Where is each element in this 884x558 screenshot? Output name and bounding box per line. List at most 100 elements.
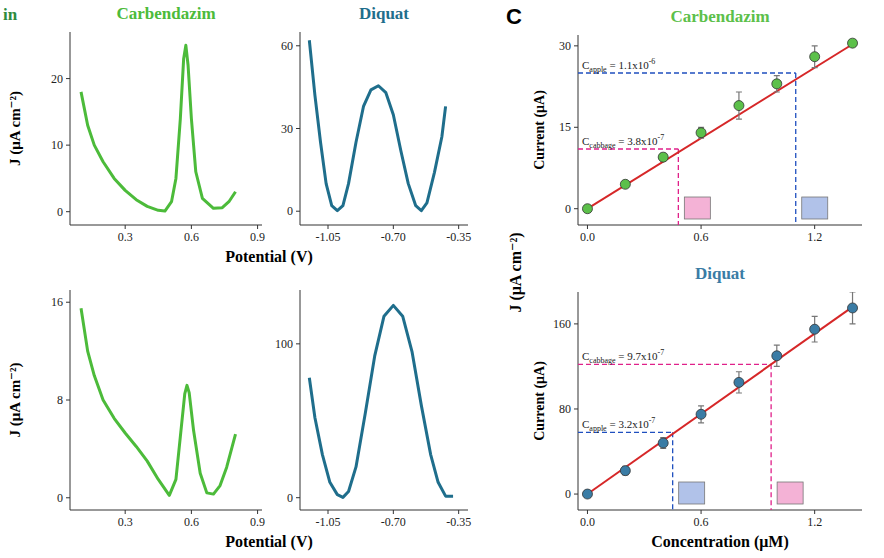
- annotation-exponent: -7: [658, 133, 665, 142]
- x-tick: [701, 510, 702, 514]
- point: [620, 466, 630, 476]
- x-tick: [125, 510, 126, 514]
- y-axis-line: [300, 290, 301, 510]
- y-tick-label: 80: [559, 402, 571, 416]
- annotation-symbol: C: [582, 418, 589, 430]
- y-tick-label: 0: [287, 204, 293, 218]
- annotation-exponent: -7: [649, 416, 656, 425]
- photo: [679, 482, 705, 504]
- y-tick-label: 100: [275, 337, 293, 351]
- x-tick-label: 1.2: [807, 230, 822, 244]
- x-tick: [125, 225, 126, 229]
- x-tick-label: -0.70: [381, 230, 406, 244]
- point: [696, 409, 706, 419]
- chart-title: Carbendazim: [116, 4, 215, 23]
- curve: [81, 45, 235, 211]
- y-tick: [574, 494, 578, 495]
- x-tick: [257, 510, 258, 514]
- annotation-text: = 1.1x10: [607, 59, 649, 71]
- y-tick: [296, 211, 300, 212]
- guide-line: [795, 73, 796, 225]
- fit-line: [587, 44, 852, 208]
- y-tick: [66, 497, 70, 498]
- guide-line: [678, 149, 679, 225]
- annotation-exponent: -6: [649, 57, 656, 66]
- curve: [309, 305, 453, 497]
- x-tick: [814, 225, 815, 229]
- point: [734, 101, 744, 111]
- x-tick: [587, 510, 588, 514]
- y-tick-label: 0: [57, 491, 63, 505]
- x-tick-label: -0.35: [446, 230, 471, 244]
- y-tick: [296, 45, 300, 46]
- chart-title: Carbendazim: [670, 7, 769, 26]
- x-tick: [701, 225, 702, 229]
- figure: inCJ (μA cm⁻²)Potential (V)J (μA cm⁻²)Po…: [0, 0, 884, 558]
- marks: [578, 38, 858, 225]
- y-tick-label: 0: [287, 491, 293, 505]
- y-tick-label: 8: [57, 393, 63, 407]
- y-tick-label: 10: [51, 138, 63, 152]
- y-tick: [574, 208, 578, 209]
- y-tick: [66, 145, 70, 146]
- y-axis-title: J (μA cm⁻²): [7, 362, 24, 437]
- annotation-symbol: C: [582, 350, 589, 362]
- annotation-text: = 3.2x10: [607, 418, 649, 430]
- x-tick: [587, 225, 588, 229]
- y-tick-label: 16: [51, 295, 63, 309]
- x-tick: [191, 510, 192, 514]
- marks: [578, 292, 858, 510]
- photo: [777, 482, 803, 504]
- y-tick-label: 20: [51, 72, 63, 86]
- point: [734, 377, 744, 387]
- y-tick: [574, 127, 578, 128]
- x-tick: [393, 225, 394, 229]
- y-axis-title: J (μA cm⁻²): [507, 232, 525, 312]
- x-axis-line: [300, 510, 468, 511]
- y-tick: [66, 302, 70, 303]
- y-tick: [574, 45, 578, 46]
- x-tick-label: 0.3: [118, 230, 133, 244]
- y-tick: [574, 323, 578, 324]
- annotation-symbol: C: [582, 59, 589, 71]
- x-tick-label: 0.0: [580, 230, 595, 244]
- marks: [309, 40, 445, 210]
- x-tick: [257, 225, 258, 229]
- annotation-subscript: apple: [589, 65, 607, 74]
- fragment-text: in: [3, 5, 18, 24]
- guide-line: [672, 432, 673, 510]
- annotation-exponent: -7: [658, 348, 665, 357]
- x-tick-label: 0.3: [118, 515, 133, 529]
- annotation-text: = 3.8x10: [616, 135, 658, 147]
- x-tick-label: 0.6: [184, 230, 199, 244]
- y-tick: [296, 343, 300, 344]
- x-tick: [328, 225, 329, 229]
- y-tick: [66, 400, 70, 401]
- point: [848, 303, 858, 313]
- y-tick-label: 160: [553, 317, 571, 331]
- x-axis-title: Potential (V): [225, 533, 313, 551]
- y-tick-label: 60: [281, 39, 293, 53]
- y-tick: [574, 408, 578, 409]
- x-tick-label: -0.70: [381, 515, 406, 529]
- x-axis-line: [70, 225, 262, 226]
- guide-line: [770, 364, 771, 510]
- annotations: Capple = 1.1x10-6 Ccabbage = 3.8x10-7: [582, 57, 664, 150]
- annotation: Capple = 1.1x10-6: [582, 57, 655, 74]
- point: [848, 38, 858, 48]
- annotation: Ccabbage = 3.8x10-7: [582, 133, 664, 150]
- x-tick: [393, 510, 394, 514]
- y-tick: [66, 78, 70, 79]
- chart: 0.30.60.90816: [51, 290, 265, 529]
- annotation: Capple = 3.2x10-7: [582, 416, 655, 433]
- point: [696, 128, 706, 138]
- x-tick: [191, 225, 192, 229]
- annotation-subscript: cabbage: [589, 356, 616, 365]
- y-axis-title: Current (μA): [532, 361, 548, 441]
- x-tick-label: 0.6: [694, 230, 709, 244]
- x-tick: [458, 510, 459, 514]
- panel-letter: C: [506, 4, 522, 29]
- annotation-subscript: apple: [589, 424, 607, 433]
- x-axis-line: [578, 510, 862, 511]
- y-axis-title: J (μA cm⁻²): [7, 91, 24, 166]
